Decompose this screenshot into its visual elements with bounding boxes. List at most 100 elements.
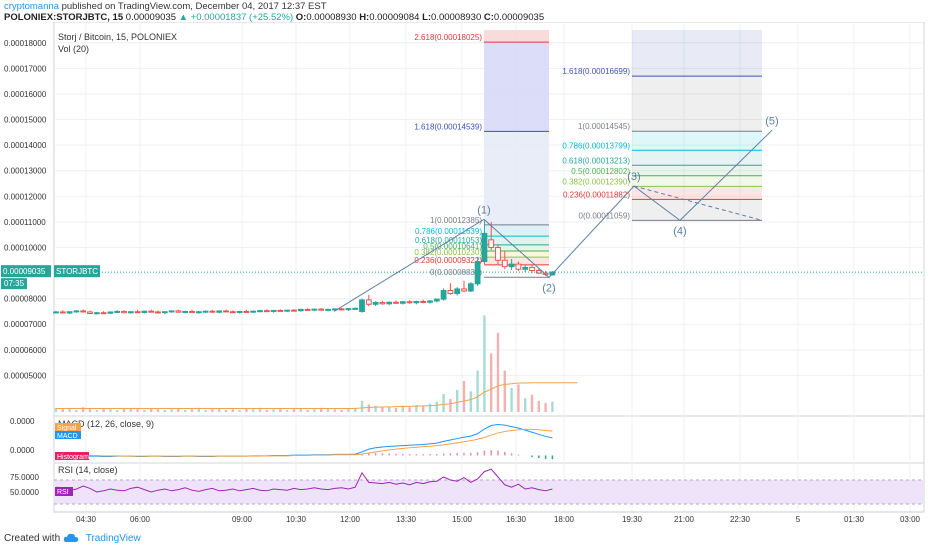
symbol-id: POLONIEX:STORJBTC, 15: [4, 12, 124, 23]
candle-body: [284, 309, 291, 312]
volume-bar: [449, 398, 452, 412]
fib-right-zone: [632, 165, 762, 176]
candle-body: [216, 310, 223, 313]
candle-body: [189, 310, 195, 313]
candle-body: [338, 308, 345, 311]
candle-body: [325, 308, 331, 311]
fib-right-level-label: 0.786(0.00013799): [562, 141, 630, 150]
candle-body: [386, 301, 393, 305]
fib-right-zone: [632, 175, 762, 187]
volume-bar: [408, 407, 411, 412]
volume-bar: [258, 407, 262, 412]
volume-label: Vol (20): [58, 44, 89, 54]
volume-bar: [292, 409, 296, 412]
macd-tick-label: 0.0000: [10, 417, 35, 426]
rsi-tag-label: RSI: [57, 489, 69, 496]
footer: Created with TradingView: [4, 533, 141, 544]
candle-body: [202, 310, 209, 313]
ohlc-line: POLONIEX:STORJBTC, 15 0.00009035 ▲ +0.00…: [4, 12, 544, 23]
candle-body: [515, 263, 522, 270]
x-tick-label: 12:00: [340, 515, 361, 524]
volume-bar: [306, 409, 309, 412]
volume-bar: [82, 407, 85, 412]
candle-body: [243, 310, 250, 313]
x-tick-label: 03:00: [900, 515, 921, 524]
close-value: 0.00009035: [493, 12, 545, 23]
volume-bar: [313, 409, 316, 412]
volume-bar: [68, 408, 71, 412]
candle-body: [168, 310, 175, 313]
fib-right-level-label: 0(0.00011059): [579, 211, 631, 220]
symbol-tag-label: STORJBTC: [56, 267, 98, 276]
candle-body: [270, 309, 277, 312]
fib-left-level-label: 2.618(0.00018025): [414, 33, 482, 42]
candle-body: [318, 308, 325, 311]
chart-title: Storj / Bitcoin, 15, POLONIEX: [58, 32, 177, 42]
tradingview-cloud-icon: [63, 534, 79, 543]
volume-bar: [54, 407, 58, 412]
candle-body: [223, 310, 229, 313]
volume-bar: [252, 409, 255, 412]
candle-body: [529, 266, 535, 272]
volume-bar: [422, 406, 425, 412]
candle-body: [134, 311, 141, 314]
candle-body: [80, 310, 87, 313]
y-tick-label: 0.00018000: [4, 39, 47, 48]
volume-bar: [347, 408, 350, 412]
wave-label: (2): [542, 282, 555, 294]
histogram-tag: [55, 452, 89, 460]
candle-body: [236, 310, 243, 313]
fib-left-level-label: 0.382(0.00010230): [414, 248, 482, 257]
publish-text: published on TradingView.com, December 0…: [61, 1, 327, 12]
created-with-text: Created with: [4, 533, 61, 544]
low-value: 0.00008930: [431, 12, 482, 23]
tradingview-brand[interactable]: TradingView: [85, 533, 141, 544]
fib-right-level-label: 1(0.00014545): [578, 122, 630, 131]
signal-line: [55, 428, 553, 457]
trading-chart[interactable]: 0.00018000 0.00017000 0.00016000 0.00015000…: [0, 22, 932, 532]
volume-bar: [394, 407, 398, 412]
wave-label: (5): [765, 115, 778, 127]
candle-body: [291, 309, 297, 312]
fib-left-zone: [484, 131, 549, 225]
candle-body: [393, 301, 399, 304]
candle-body: [100, 312, 107, 315]
last-price-tag: [1, 265, 51, 278]
volume-bar: [299, 408, 302, 412]
x-tick-label: 21:00: [674, 515, 695, 524]
volume-bar: [503, 370, 506, 412]
volume-bar: [544, 403, 547, 412]
volume-bar: [469, 391, 472, 412]
author-name[interactable]: cryptomanna: [4, 1, 59, 12]
wave-label: (3): [627, 171, 640, 183]
fib-right-zone: [632, 150, 762, 166]
volume-ma-line: [56, 382, 578, 410]
candle-body: [413, 300, 420, 304]
volume-bar: [381, 407, 384, 412]
volume-bar: [109, 409, 112, 412]
countdown-label: 07:35: [4, 279, 25, 288]
candle-body: [454, 288, 461, 295]
candle-body: [107, 311, 114, 314]
candle-body: [87, 311, 93, 314]
candle-body: [474, 261, 481, 285]
fib-left-level-label: 1.618(0.00014539): [414, 122, 482, 131]
rsi-tick-label: 50.0000: [10, 488, 39, 497]
candle-body: [263, 310, 270, 313]
volume-bar: [197, 407, 200, 412]
rsi-band: [54, 480, 924, 504]
volume-bar: [156, 409, 160, 412]
last-price: 0.00009035: [125, 12, 176, 23]
wave-label: (1): [477, 204, 490, 216]
candle-body: [311, 308, 318, 311]
candle-body: [114, 310, 121, 313]
volume-bar: [122, 408, 126, 412]
low-label: L:: [422, 12, 432, 23]
volume-bar: [279, 408, 282, 412]
x-tick-label: 09:00: [232, 515, 253, 524]
candle-body: [93, 312, 100, 315]
macd-label: MACD (12, 26, close, 9): [58, 419, 154, 429]
volume-bar: [129, 407, 132, 412]
candle-body: [522, 266, 529, 270]
volume-bar: [551, 401, 554, 412]
